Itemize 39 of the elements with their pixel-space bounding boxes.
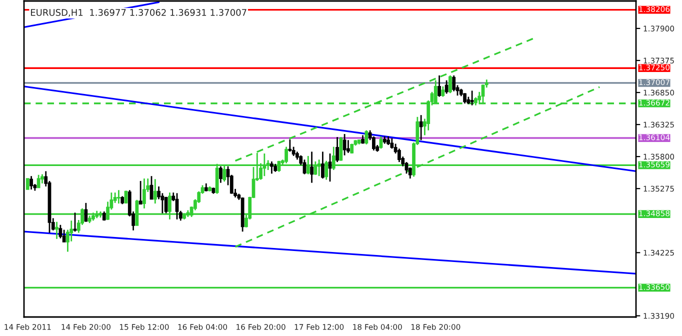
candlestick [62, 229, 66, 243]
candlestick [153, 178, 157, 204]
candlestick [26, 178, 30, 190]
candlestick [219, 166, 222, 184]
candlestick [438, 74, 441, 98]
candlestick [444, 80, 448, 94]
candlestick [390, 138, 394, 150]
candlestick [364, 130, 368, 146]
candlestick [40, 174, 44, 184]
candlestick [470, 90, 474, 106]
candlestick [36, 174, 40, 188]
candlestick [448, 74, 452, 94]
candlestick [164, 196, 168, 214]
candlestick [339, 136, 343, 162]
candlestick [419, 114, 423, 141]
candlestick [138, 180, 142, 205]
candlestick [379, 136, 383, 150]
candlestick [84, 202, 88, 223]
candlestick [328, 152, 332, 182]
candlestick [270, 160, 274, 174]
candlestick [175, 192, 179, 220]
candlestick [310, 150, 314, 184]
candlestick [73, 212, 77, 232]
candlestick [321, 150, 324, 180]
candlestick [302, 158, 306, 175]
candlestick [58, 224, 62, 239]
text: EURUSD,H1 1.36977 1.37062 1.36931 1.37007 [31, 9, 246, 17]
candlestick [452, 74, 456, 92]
candlestick [441, 86, 445, 98]
candlestick [30, 175, 33, 190]
candlestick [142, 178, 146, 210]
candlestick [336, 136, 339, 163]
candlestick [288, 138, 292, 152]
candlestick [124, 190, 128, 204]
candlestick [55, 221, 58, 240]
candlestick [117, 189, 120, 204]
candlestick [463, 92, 466, 104]
candlestick [342, 133, 346, 156]
candlestick [398, 148, 401, 163]
